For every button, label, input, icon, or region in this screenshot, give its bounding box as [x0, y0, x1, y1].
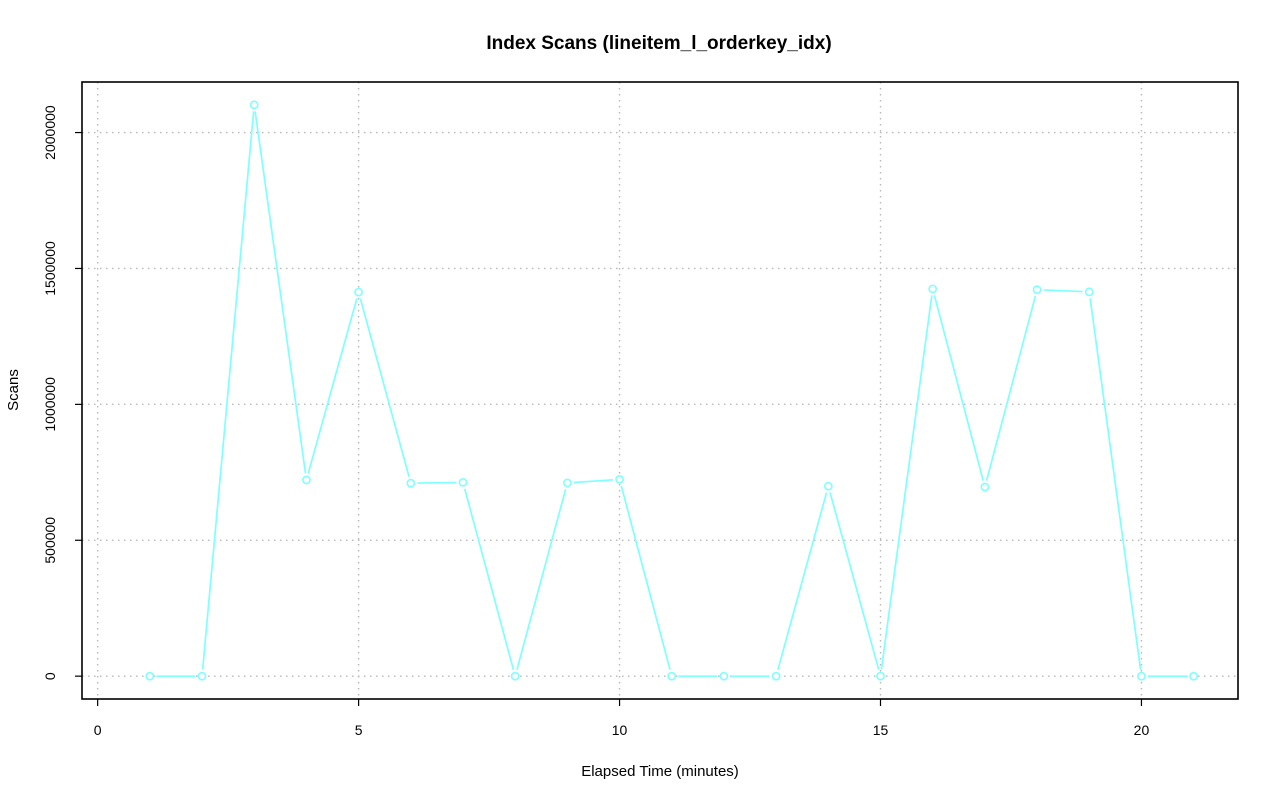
x-tick-label: 10	[612, 722, 628, 738]
x-tick-label: 0	[94, 722, 102, 738]
data-point	[406, 478, 416, 488]
x-tick-label: 15	[873, 722, 889, 738]
series-line-segment	[254, 111, 307, 474]
data-point	[302, 475, 311, 485]
series-line-segment	[880, 295, 933, 670]
data-point	[1137, 671, 1146, 681]
data-point	[1189, 671, 1199, 681]
data-point	[771, 671, 781, 681]
series-line-segment	[417, 481, 457, 484]
series-line-segment	[201, 111, 255, 670]
data-point	[1032, 285, 1042, 295]
series-line-segment	[985, 295, 1037, 481]
x-tick-label: 5	[355, 722, 363, 738]
series-line-segment	[463, 488, 515, 671]
series-line-segment	[516, 489, 567, 671]
y-axis-label: Scans	[5, 369, 22, 411]
data-point	[928, 284, 938, 294]
data-point	[667, 671, 677, 681]
data-point	[197, 671, 207, 681]
data-point	[615, 474, 624, 484]
data-point	[145, 671, 155, 681]
data-point	[719, 671, 729, 681]
data-point	[458, 477, 468, 487]
data-point	[562, 478, 572, 488]
y-tick-label: 1000000	[42, 377, 58, 432]
x-axis: 0 5 10 15 20	[94, 699, 1150, 738]
data-point	[510, 671, 520, 681]
series-line-segment	[933, 295, 985, 481]
series-line-segment	[573, 478, 614, 484]
y-tick-label: 0	[42, 672, 58, 680]
y-tick-label: 500000	[42, 517, 58, 564]
x-axis-label: Elapsed Time (minutes)	[581, 763, 739, 780]
series-line-segment	[777, 492, 828, 671]
data-point	[1084, 287, 1094, 297]
series-line-segment	[307, 298, 358, 474]
data-point	[980, 482, 990, 492]
plot-frame	[81, 81, 1239, 700]
data-point	[876, 671, 885, 681]
series-line-segment	[1043, 289, 1083, 293]
series-line-segment	[359, 298, 410, 478]
x-tick-label: 20	[1134, 722, 1150, 738]
data-point	[354, 287, 364, 297]
series-line-segment	[620, 485, 671, 671]
grid	[82, 82, 1238, 699]
y-tick-label: 2000000	[42, 105, 58, 160]
y-axis: 0 500000 1000000 1500000 2000000	[42, 105, 82, 680]
series-line-segment	[829, 492, 880, 671]
series-line-segment	[1089, 298, 1142, 670]
y-tick-label: 1500000	[42, 241, 58, 296]
series	[145, 100, 1199, 681]
data-point	[249, 100, 259, 110]
data-point	[823, 481, 833, 491]
chart-title: Index Scans (lineitem_l_orderkey_idx)	[486, 33, 831, 54]
